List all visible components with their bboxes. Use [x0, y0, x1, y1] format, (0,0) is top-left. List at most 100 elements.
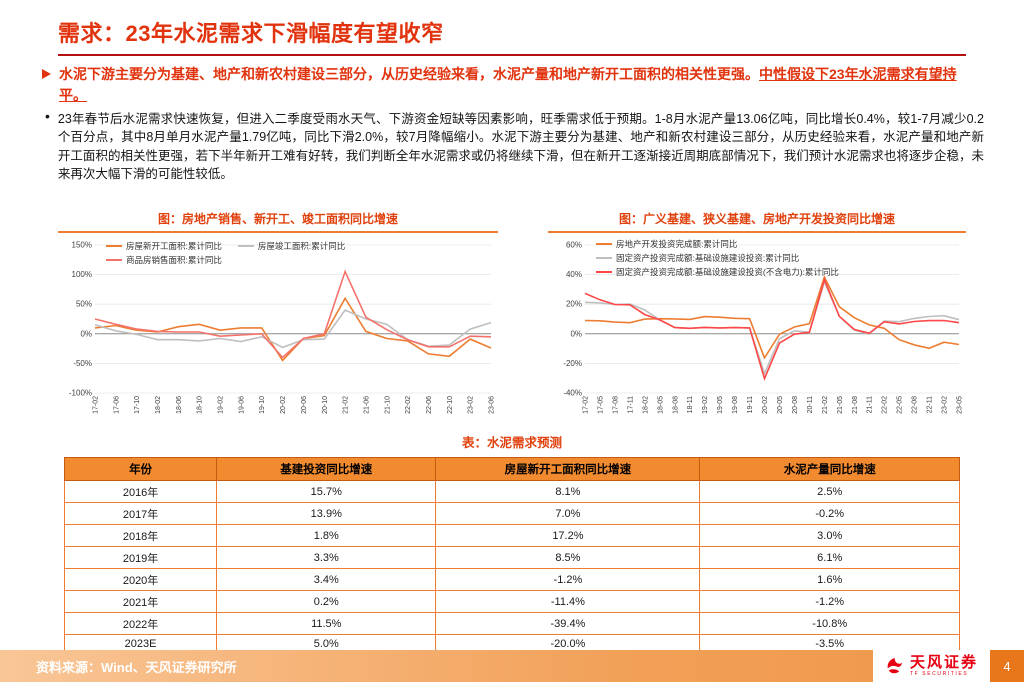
x-tick-label: 17-02	[583, 396, 590, 414]
detail-text: 23年春节后水泥需求快速恢复，但进入二季度受雨水天气、下游资金短缺等因素影响，旺…	[57, 112, 984, 182]
series-line	[584, 279, 960, 376]
table-row: 2021年 0.2% -11.4% -1.2%	[63, 590, 960, 613]
table-header-row: 年份 基建投资同比增速 房屋新开工面积同比增速 水泥产量同比增速	[63, 457, 960, 481]
y-tick-label: 0%	[80, 329, 92, 338]
legend-label: 房地产开发投资完成额:累计同比	[616, 239, 738, 249]
table-row: 2022年 11.5% -39.4% -10.8%	[63, 612, 960, 635]
legend-item: 商品房销售面积:累计同比	[106, 254, 222, 266]
x-tick-label: 22-05	[897, 396, 904, 414]
table-header-cell: 基建投资同比增速	[216, 457, 437, 481]
legend-swatch	[237, 245, 254, 247]
bullet-list: 水泥下游主要分为基建、地产和新农村建设三部分，从历史经验来看，水泥产量和地产新开…	[40, 64, 984, 184]
x-tick-label: 17-05	[597, 396, 604, 414]
table-row: 2017年 13.9% 7.0% -0.2%	[63, 502, 960, 525]
table-header-cell: 水泥产量同比增速	[699, 457, 960, 481]
left-chart-canvas: -100% -50% 0% 50% 100% 150% 17-02 17-06 17-10 18-…	[69, 241, 496, 414]
table-header-cell: 年份	[63, 457, 218, 481]
x-tick-label: 17-02	[93, 396, 100, 414]
x-tick-label: 23-02	[468, 396, 475, 414]
table-cell: 3.3%	[216, 546, 437, 569]
footer: 资料来源：Wind、天风证券研究所 天风证券 TF SECURITIES 4	[0, 650, 1024, 682]
x-tick-label: 20-02	[280, 396, 287, 414]
footer-right: 天风证券 TF SECURITIES 4	[872, 650, 1024, 682]
x-tick-label: 20-06	[301, 396, 308, 414]
series-line	[94, 309, 492, 349]
key-point-text: 水泥下游主要分为基建、地产和新农村建设三部分，从历史经验来看，水泥产量和地产新开…	[59, 64, 984, 106]
table-row: 2016年 15.7% 8.1% 2.5%	[63, 480, 960, 503]
x-tick-label: 18-10	[197, 396, 204, 414]
x-tick-label: 19-05	[717, 396, 724, 414]
logo-subtext: TF SECURITIES	[909, 671, 969, 678]
x-tick-label: 18-02	[155, 396, 162, 414]
y-tick-label: 40%	[566, 270, 582, 279]
left-chart: 图：房地产销售、新开工、竣工面积同比增速 -100% -50% 0% 50% 100% 1…	[58, 210, 498, 427]
table-cell: -0.2%	[699, 502, 960, 525]
left-chart-title: 图：房地产销售、新开工、竣工面积同比增速	[58, 210, 498, 233]
y-tick-label: -50%	[73, 359, 92, 368]
series-line	[94, 269, 492, 359]
key-point-bullet: 水泥下游主要分为基建、地产和新农村建设三部分，从历史经验来看，水泥产量和地产新开…	[40, 64, 984, 106]
legend-label: 房屋新开工面积:累计同比	[126, 241, 222, 251]
table-cell: 13.9%	[216, 502, 437, 525]
x-tick-label: 21-06	[363, 396, 370, 414]
x-tick-label: 22-02	[405, 396, 412, 414]
x-tick-label: 22-10	[447, 396, 454, 414]
y-tick-label: 60%	[566, 241, 582, 250]
legend-label: 固定资产投资完成额:基础设施建设投资(不含电力):累计同比	[616, 267, 839, 277]
legend-swatch	[596, 243, 612, 245]
table-cell: 1.8%	[216, 524, 437, 547]
table-cell: 2021年	[63, 590, 218, 613]
table-cell: 2020年	[63, 568, 218, 591]
legend-item: 固定资产投资完成额:基础设施建设投资:累计同比	[596, 252, 839, 264]
left-chart-box: -100% -50% 0% 50% 100% 150% 17-02 17-06 17-10 18-…	[58, 235, 498, 427]
x-tick-label: 19-10	[259, 396, 266, 414]
y-tick-label: 50%	[76, 300, 92, 309]
table-row: 2018年 1.8% 17.2% 3.0%	[63, 524, 960, 547]
x-tick-label: 20-11	[807, 396, 814, 413]
legend-item: 房屋竣工面积:累计同比	[237, 240, 345, 252]
x-tick-label: 21-08	[852, 396, 859, 414]
x-tick-label: 21-10	[384, 396, 391, 414]
x-tick-label: 23-06	[489, 396, 496, 414]
legend-swatch	[596, 257, 612, 259]
x-tick-label: 18-05	[657, 396, 664, 414]
y-tick-label: 0%	[570, 329, 582, 338]
y-tick-label: 150%	[72, 241, 92, 250]
table-cell: 3.0%	[699, 524, 960, 547]
table-cell: 2022年	[63, 612, 218, 635]
x-tick-label: 19-02	[702, 396, 709, 414]
table-row: 2019年 3.3% 8.5% 6.1%	[63, 546, 960, 569]
table-cell: 2018年	[63, 524, 218, 547]
x-tick-label: 21-11	[867, 396, 874, 413]
legend-swatch	[106, 259, 122, 261]
right-chart: 图：广义基建、狭义基建、房地产开发投资同比增速 -40% -20% 0% 20% 40%…	[548, 210, 966, 427]
table-cell: 11.5%	[216, 612, 437, 635]
series-line	[584, 274, 960, 360]
logo-text: 天风证券	[909, 653, 978, 671]
x-tick-label: 20-10	[322, 396, 329, 414]
legend-label: 固定资产投资完成额:基础设施建设投资:累计同比	[616, 253, 800, 263]
charts-row: 图：房地产销售、新开工、竣工面积同比增速 -100% -50% 0% 50% 100% 1…	[58, 210, 966, 427]
table-cell: 2.5%	[699, 480, 960, 503]
legend-item: 房屋新开工面积:累计同比	[106, 240, 222, 252]
dot-bullet-icon: •	[45, 108, 50, 124]
x-tick-label: 19-08	[732, 396, 739, 414]
x-tick-label: 23-02	[942, 396, 949, 414]
legend-item: 房地产开发投资完成额:累计同比	[596, 238, 839, 250]
table-cell: -39.4%	[435, 612, 701, 635]
key-point-part1: 水泥下游主要分为基建、地产和新农村建设三部分，从历史经验来看，水泥产量和地产新开…	[59, 66, 759, 82]
table-header-cell: 房屋新开工面积同比增速	[435, 457, 701, 481]
x-tick-label: 22-11	[927, 396, 934, 413]
title-divider	[58, 54, 966, 56]
table-row: 2023E 5.0% -20.0% -3.5%	[63, 634, 960, 653]
right-chart-box: -40% -20% 0% 20% 40% 60% 17-02 17-05 17-08 17-11 1…	[548, 235, 966, 427]
x-tick-label: 22-02	[882, 396, 889, 414]
x-tick-label: 18-11	[687, 396, 694, 413]
y-tick-label: -100%	[69, 389, 92, 398]
series-line	[584, 277, 960, 381]
table-section: 表：水泥需求预测 年份 基建投资同比增速 房屋新开工面积同比增速 水泥产量同比增速 20…	[63, 432, 960, 653]
table-cell: 8.1%	[435, 480, 701, 503]
detail-bullet: • 23年春节后水泥需求快速恢复，但进入二季度受雨水天气、下游资金短缺等因素影响…	[40, 106, 984, 184]
table-cell: 7.0%	[435, 502, 701, 525]
